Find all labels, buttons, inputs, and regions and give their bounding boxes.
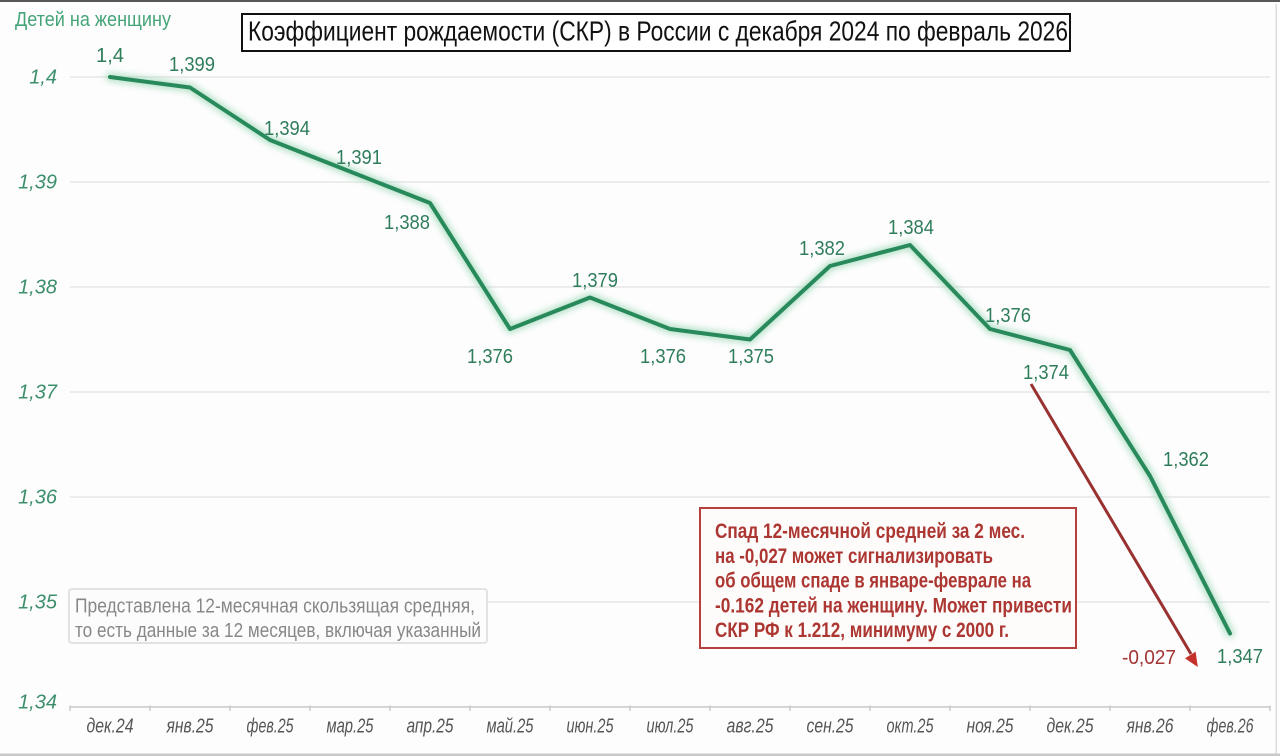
svg-text:1,362: 1,362 — [1163, 449, 1209, 471]
svg-text:мар.25: мар.25 — [327, 716, 375, 738]
svg-text:Представлена 12-месячная сколь: Представлена 12-месячная скользящая сред… — [75, 596, 475, 618]
svg-text:авг.25: авг.25 — [727, 716, 775, 738]
svg-text:1,35: 1,35 — [18, 592, 58, 614]
svg-text:1,36: 1,36 — [18, 487, 58, 509]
svg-text:1,391: 1,391 — [336, 147, 382, 169]
svg-text:фев.25: фев.25 — [247, 716, 295, 738]
svg-text:1,379: 1,379 — [572, 270, 618, 292]
svg-text:дек.24: дек.24 — [87, 716, 134, 738]
svg-text:1,384: 1,384 — [888, 217, 934, 239]
svg-text:ноя.25: ноя.25 — [967, 716, 1015, 738]
svg-text:июл.25: июл.25 — [647, 716, 695, 738]
svg-text:окт.25: окт.25 — [887, 716, 935, 738]
svg-text:1,4: 1,4 — [29, 67, 57, 89]
svg-text:июн.25: июн.25 — [567, 716, 615, 738]
svg-text:Коэффициент рождаемости (СКР): Коэффициент рождаемости (СКР) в России с… — [248, 16, 1068, 47]
svg-text:1,39: 1,39 — [18, 172, 57, 194]
svg-text:дек.25: дек.25 — [1047, 716, 1095, 738]
svg-text:1,4: 1,4 — [96, 45, 124, 67]
svg-text:1,37: 1,37 — [18, 382, 58, 404]
svg-text:май.25: май.25 — [487, 716, 535, 738]
svg-text:1,382: 1,382 — [799, 238, 845, 260]
svg-text:1,376: 1,376 — [640, 346, 686, 368]
svg-text:то есть данные за 12 месяцев,: то есть данные за 12 месяцев, включая ук… — [75, 620, 481, 642]
svg-text:Спад 12-месячной средней за 2: Спад 12-месячной средней за 2 мес. — [715, 520, 1025, 543]
svg-text:-0,027: -0,027 — [1122, 647, 1176, 669]
svg-text:об общем спаде в январе-феврал: об общем спаде в январе-феврале на — [715, 570, 1031, 593]
svg-text:1,38: 1,38 — [18, 277, 57, 299]
svg-text:сен.25: сен.25 — [807, 716, 855, 738]
svg-text:-0.162 детей на женщину. Может: -0.162 детей на женщину. Может привести — [715, 595, 1072, 618]
svg-text:апр.25: апр.25 — [407, 716, 455, 738]
svg-text:1,376: 1,376 — [467, 346, 513, 368]
svg-text:1,375: 1,375 — [728, 346, 774, 368]
svg-text:1,34: 1,34 — [18, 692, 57, 714]
svg-text:СКР РФ к 1.212, минимуму с 200: СКР РФ к 1.212, минимуму с 2000 г. — [715, 619, 1009, 642]
svg-text:1,388: 1,388 — [384, 212, 430, 234]
svg-text:янв.25: янв.25 — [166, 716, 214, 738]
svg-text:1,399: 1,399 — [169, 54, 215, 76]
svg-text:янв.26: янв.26 — [1126, 716, 1174, 738]
svg-text:Детей на женщину: Детей на женщину — [15, 8, 172, 31]
svg-text:на -0,027 может сигнализироват: на -0,027 может сигнализировать — [715, 545, 993, 568]
svg-text:1,394: 1,394 — [264, 118, 310, 140]
svg-text:1,374: 1,374 — [1023, 362, 1069, 384]
svg-text:1,376: 1,376 — [985, 305, 1031, 327]
svg-text:фев.26: фев.26 — [1207, 716, 1255, 738]
svg-text:1,347: 1,347 — [1217, 646, 1263, 668]
